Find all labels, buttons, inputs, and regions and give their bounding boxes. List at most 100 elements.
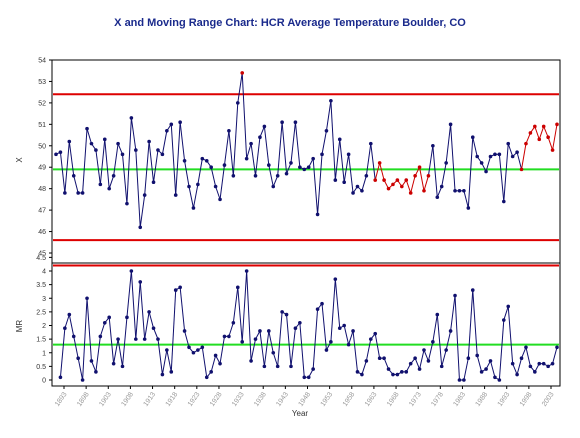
x-series-segment xyxy=(184,160,190,187)
x-point xyxy=(71,174,76,178)
x-axis-tick-label: 1928 xyxy=(209,391,224,408)
x-series-segment xyxy=(219,165,225,200)
x-point xyxy=(231,174,236,178)
x-point xyxy=(470,135,475,139)
mr-series-segment xyxy=(503,306,509,321)
mr-point xyxy=(373,331,378,336)
x-point xyxy=(360,189,364,193)
x-point xyxy=(271,184,276,189)
mr-point xyxy=(462,378,466,382)
x-axis-tick-label: 1908 xyxy=(120,391,135,408)
mr-point xyxy=(404,370,409,374)
x-point-out-of-control xyxy=(426,174,431,178)
mr-series-segment xyxy=(343,325,350,345)
mr-series-segment xyxy=(95,336,101,372)
x-point-out-of-control xyxy=(386,186,391,191)
x-point xyxy=(324,128,329,133)
mr-series-segment xyxy=(348,330,354,345)
mr-series-segment xyxy=(241,270,248,342)
mr-point xyxy=(408,361,413,366)
x-series-segment xyxy=(547,137,554,151)
x-point-out-of-control xyxy=(422,189,426,193)
mr-point xyxy=(413,356,417,361)
x-series-segment xyxy=(104,139,110,189)
mr-point xyxy=(479,370,484,374)
mr-series-segment xyxy=(201,347,208,378)
mr-point xyxy=(466,356,471,361)
x-point-out-of-control xyxy=(541,124,546,129)
x-point xyxy=(191,206,196,210)
mr-point xyxy=(280,310,284,314)
mr-point xyxy=(63,326,67,331)
x-panel-ytick-label: 54 xyxy=(38,58,46,65)
x-point xyxy=(98,182,103,187)
x-series-segment xyxy=(122,154,128,204)
x-point xyxy=(187,184,191,189)
x-point xyxy=(58,150,63,155)
mr-series-segment xyxy=(427,341,434,362)
mr-series-segment xyxy=(135,281,141,340)
x-point xyxy=(510,154,515,159)
mr-series-segment xyxy=(299,322,305,378)
x-series-segment xyxy=(423,175,429,191)
x-axis-tick-label: 1973 xyxy=(408,391,423,408)
mr-series-segment xyxy=(144,311,150,340)
mr-panel-ytick-label: 0 xyxy=(42,378,46,385)
x-point xyxy=(293,120,298,124)
x-point xyxy=(76,191,80,195)
x-series-segment xyxy=(148,141,155,183)
x-point-out-of-control xyxy=(382,178,386,182)
x-axis-tick-label: 1923 xyxy=(187,391,202,408)
x-point xyxy=(306,165,311,170)
x-series-segment xyxy=(237,72,243,103)
mr-series-segment xyxy=(512,363,518,375)
x-axis-tick-label: 1963 xyxy=(364,391,379,408)
x-panel-ytick-label: 51 xyxy=(38,122,46,129)
x-axis-tick-label: 1933 xyxy=(231,391,246,408)
x-axis-tick-label: 1978 xyxy=(430,391,445,408)
mr-series-segment xyxy=(237,287,243,342)
mr-series-segment xyxy=(365,339,372,362)
x-point xyxy=(289,161,293,165)
mr-series-segment xyxy=(73,336,79,359)
mr-panel-ytick-label: 4.5 xyxy=(36,255,46,262)
x-point xyxy=(497,152,502,157)
x-point xyxy=(475,154,479,159)
mr-point xyxy=(200,345,205,350)
mr-point xyxy=(519,356,524,361)
chart-title: X and Moving Range Chart: HCR Average Te… xyxy=(114,17,466,29)
x-series-segment xyxy=(117,143,123,155)
x-point xyxy=(493,152,497,157)
mr-point xyxy=(182,329,187,333)
mr-point xyxy=(151,326,156,331)
x-series-segment xyxy=(436,186,443,198)
mr-series-segment xyxy=(184,330,190,348)
x-series-segment xyxy=(525,132,531,144)
mr-series-segment xyxy=(246,270,252,361)
mr-point xyxy=(533,370,537,374)
mr-series-segment xyxy=(126,270,132,318)
mr-point xyxy=(267,329,271,333)
mr-series-segment xyxy=(330,279,336,342)
x-point xyxy=(125,201,129,206)
mr-series-segment xyxy=(117,339,123,367)
x-point-out-of-control xyxy=(391,182,395,187)
mr-point xyxy=(453,293,457,298)
mr-panel-frame xyxy=(51,262,561,387)
mr-point xyxy=(324,348,329,352)
mr-point xyxy=(178,285,182,290)
mr-series-segment xyxy=(122,317,128,367)
x-point xyxy=(457,189,462,193)
x-series-segment xyxy=(441,162,447,187)
x-series-segment xyxy=(379,162,385,181)
x-point xyxy=(488,154,493,159)
x-point-out-of-control xyxy=(524,141,528,146)
mr-point xyxy=(111,361,116,366)
x-series-segment xyxy=(534,126,540,140)
x-point xyxy=(107,186,112,191)
mr-series-segment xyxy=(441,349,447,367)
x-point xyxy=(351,191,355,195)
mr-series-segment xyxy=(113,339,119,364)
x-series-segment xyxy=(516,152,523,170)
x-point-out-of-control xyxy=(550,148,555,152)
